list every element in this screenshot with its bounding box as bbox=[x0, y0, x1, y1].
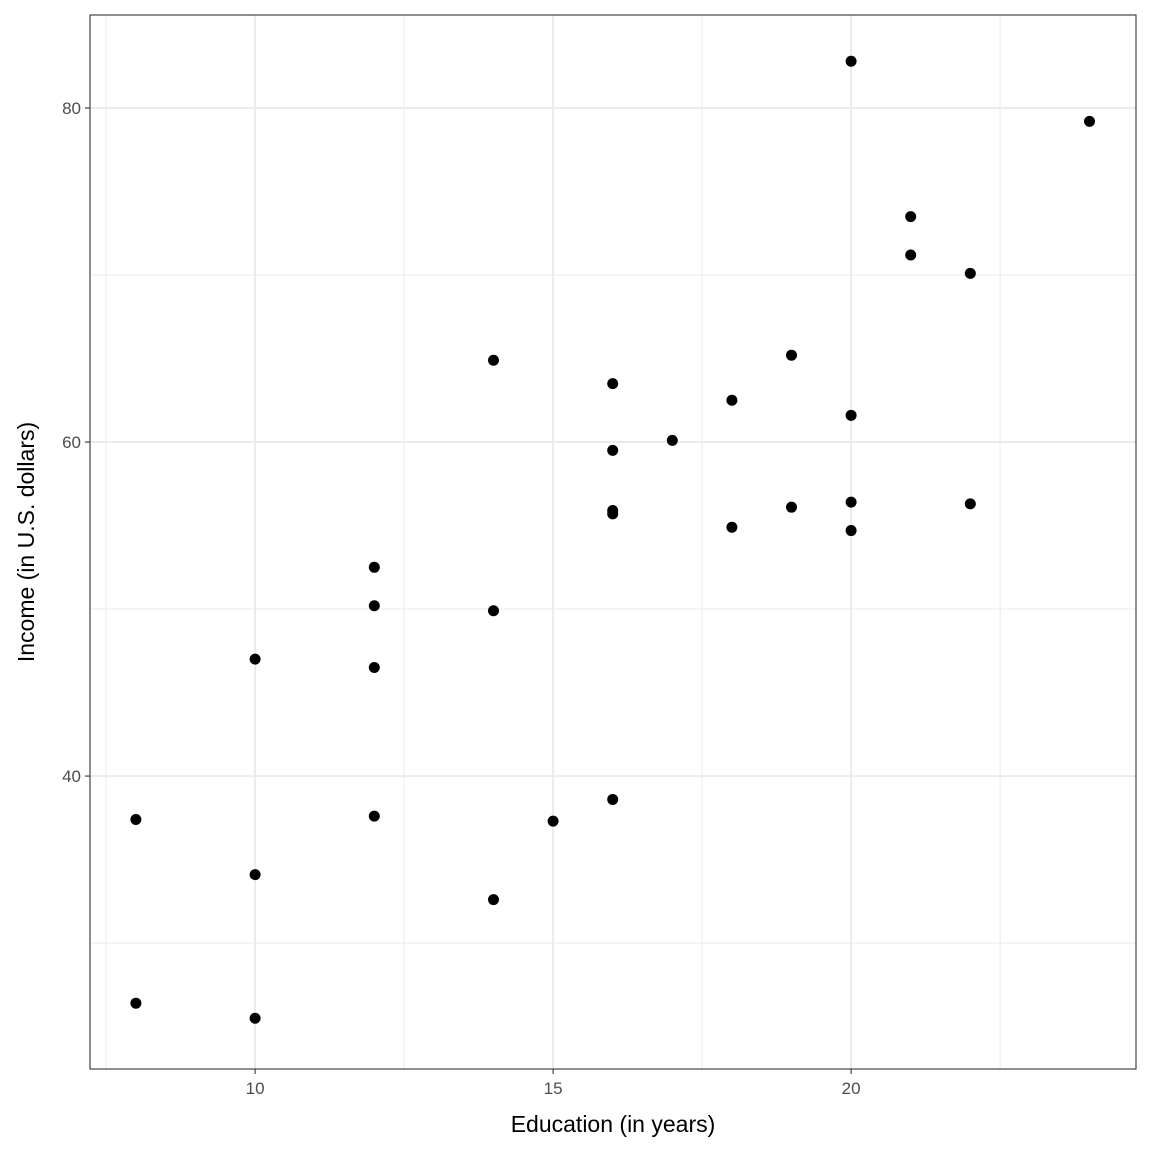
data-point bbox=[964, 267, 976, 279]
data-point bbox=[845, 525, 857, 537]
y-tick-label: 60 bbox=[62, 433, 81, 452]
data-point bbox=[607, 793, 619, 805]
data-point bbox=[487, 354, 499, 366]
data-point bbox=[368, 600, 380, 612]
data-point bbox=[487, 605, 499, 617]
data-point bbox=[666, 434, 678, 446]
data-point bbox=[845, 55, 857, 67]
ticks: 10 15 20 40 60 80 bbox=[62, 99, 860, 1098]
data-point bbox=[249, 869, 261, 881]
data-point bbox=[964, 498, 976, 510]
data-point bbox=[487, 894, 499, 906]
panel-border bbox=[89, 14, 1137, 1070]
data-point bbox=[249, 1012, 261, 1024]
data-point bbox=[726, 521, 738, 533]
y-axis-title: Income (in U.S. dollars) bbox=[13, 422, 39, 662]
data-point bbox=[905, 249, 917, 261]
data-point bbox=[786, 501, 798, 513]
data-point bbox=[249, 653, 261, 665]
data-point bbox=[368, 561, 380, 573]
data-point bbox=[1084, 115, 1096, 127]
data-point bbox=[845, 409, 857, 421]
x-tick-label: 15 bbox=[544, 1079, 563, 1098]
gridlines bbox=[90, 15, 1136, 1069]
data-point bbox=[368, 810, 380, 822]
data-point bbox=[905, 211, 917, 223]
data-point bbox=[547, 815, 559, 827]
x-tick-label: 10 bbox=[246, 1079, 265, 1098]
y-tick-label: 40 bbox=[62, 767, 81, 786]
data-point bbox=[726, 394, 738, 406]
y-tick-label: 80 bbox=[62, 99, 81, 118]
data-point bbox=[130, 997, 142, 1009]
data-point bbox=[607, 378, 619, 390]
x-tick-label: 20 bbox=[842, 1079, 861, 1098]
points bbox=[130, 55, 1096, 1024]
data-point bbox=[607, 444, 619, 456]
data-point bbox=[786, 349, 798, 361]
data-point bbox=[130, 813, 142, 825]
data-point bbox=[368, 662, 380, 674]
data-point bbox=[845, 496, 857, 508]
data-point bbox=[607, 508, 619, 520]
x-axis-title: Education (in years) bbox=[511, 1111, 716, 1137]
